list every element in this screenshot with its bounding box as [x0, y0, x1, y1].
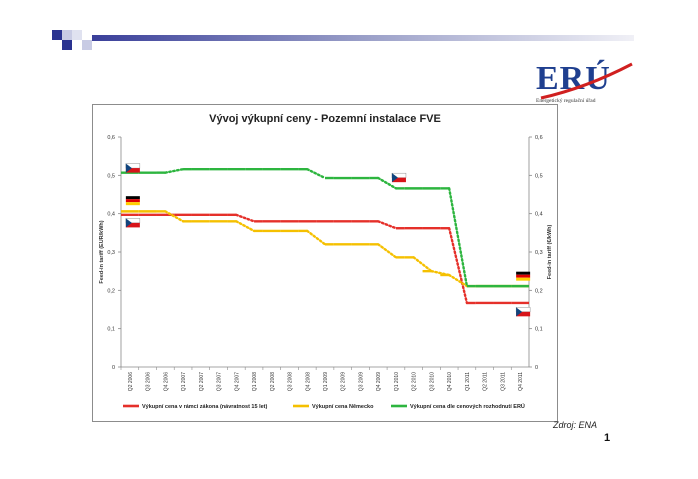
flag-de-gold [516, 277, 531, 281]
y-tick-label-left: 0,6 [107, 135, 115, 141]
y-tick-label-right: 0,5 [535, 173, 543, 179]
flag-cz-red [391, 177, 406, 183]
x-tick-label: Q3 2011 [500, 372, 506, 391]
y-axis-label-right: Feed-in tariff (€/kWh) [547, 224, 553, 279]
x-tick-label: Q4 2009 [376, 372, 382, 391]
legend-label: Výkupní cena Německo [312, 404, 374, 410]
y-tick-label-left: 0,4 [107, 212, 115, 218]
series-transition [235, 213, 256, 223]
x-tick-label: Q1 2009 [323, 372, 329, 391]
x-tick-label: Q4 2008 [305, 372, 311, 391]
x-tick-label: Q3 2008 [288, 372, 294, 391]
x-tick-label: Q4 2010 [447, 372, 453, 391]
legend-label: Výkupní cena dle cenových rozhodnutí ERÚ [410, 403, 525, 410]
y-tick-label-right: 0,3 [535, 250, 543, 256]
logo-swoosh-icon [540, 62, 633, 100]
y-tick-label-right: 0,2 [535, 288, 543, 294]
x-tick-label: Q3 2010 [429, 372, 435, 391]
flag-de-red [516, 274, 531, 278]
flag-de-black [516, 271, 531, 275]
x-tick-label: Q1 2010 [394, 372, 400, 391]
x-tick-label: Q3 2007 [217, 372, 223, 391]
x-tick-label: Q4 2007 [234, 372, 240, 391]
chart-title: Vývoj výkupní ceny - Pozemní instalace F… [209, 113, 441, 125]
y-tick-label-left: 0,1 [107, 327, 115, 333]
x-tick-label: Q1 2007 [181, 372, 187, 391]
series-transition [306, 167, 327, 180]
y-tick-label-left: 0,2 [107, 288, 115, 294]
series-transition [377, 220, 398, 230]
flag-de-gold [125, 202, 140, 206]
x-tick-label: Q2 2008 [270, 372, 276, 391]
legend-label: Výkupní cena v rámci zákona (návratnost … [142, 404, 267, 410]
decorative-header-squares [52, 30, 634, 50]
y-tick-label-right: 0,4 [535, 212, 543, 218]
x-tick-label: Q2 2011 [483, 372, 489, 391]
y-axis-label-left: Feed-in tariff (EUR/kWh) [99, 220, 105, 283]
x-tick-label: Q3 2006 [146, 372, 152, 391]
source-note: Zdroj: ENA [553, 420, 598, 430]
page-number: 1 [604, 432, 611, 444]
chart-frame: Vývoj výkupní ceny - Pozemní instalace F… [92, 104, 558, 422]
series-transition [164, 210, 185, 223]
series-transition [377, 176, 398, 190]
flag-cz-triangle [516, 307, 523, 317]
x-tick-label: Q2 2006 [128, 372, 134, 391]
x-tick-label: Q1 2008 [252, 372, 258, 391]
flag-cz-triangle [391, 173, 398, 183]
flag-cz-triangle [125, 163, 132, 173]
series-transition [447, 273, 469, 288]
chart: Vývoj výkupní ceny - Pozemní instalace F… [99, 113, 553, 410]
y-tick-label-left: 0,3 [107, 250, 115, 256]
flag-cz-red [125, 222, 140, 228]
y-tick-label-left: 0,5 [107, 173, 115, 179]
y-tick-label-right: 0 [535, 365, 538, 371]
series-transition [412, 256, 433, 273]
x-tick-label: Q2 2007 [199, 372, 205, 391]
x-tick-label: Q4 2011 [518, 372, 524, 391]
x-tick-label: Q1 2011 [465, 372, 471, 391]
x-tick-label: Q4 2006 [163, 372, 169, 391]
series-transition [306, 229, 327, 246]
x-tick-label: Q2 2009 [341, 372, 347, 391]
x-tick-label: Q2 2010 [412, 372, 418, 391]
y-tick-label-left: 0 [112, 365, 115, 371]
series-transition [164, 167, 185, 174]
series-transition [447, 187, 469, 288]
series-transition [235, 220, 256, 233]
series-transition [377, 243, 398, 259]
flag-cz-red [125, 168, 140, 173]
flag-de-black [125, 196, 140, 200]
x-tick-label: Q3 2009 [358, 372, 364, 391]
y-tick-label-right: 0,6 [535, 135, 543, 141]
flag-cz-red [516, 311, 531, 317]
series-transition [447, 227, 469, 305]
flag-de-red [125, 199, 140, 203]
flag-cz-triangle [125, 218, 132, 228]
y-tick-label-right: 0,1 [535, 327, 543, 333]
logo-subtitle: Energetický regulační úřad [536, 98, 596, 104]
